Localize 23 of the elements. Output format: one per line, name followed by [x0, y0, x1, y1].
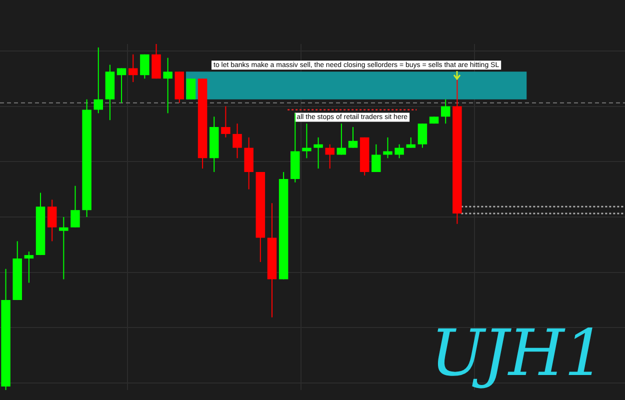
candlestick — [440, 98, 450, 124]
candlestick — [59, 216, 68, 280]
candlestick — [116, 68, 126, 104]
candlestick — [94, 46, 104, 114]
candlestick — [394, 144, 404, 159]
candlestick — [348, 126, 358, 148]
candlestick — [302, 123, 312, 159]
candlestick — [418, 123, 428, 148]
candlestick — [70, 185, 80, 228]
candlestick — [336, 123, 346, 156]
candlestick — [128, 54, 138, 83]
candlestick — [163, 57, 172, 114]
candlestick — [372, 144, 381, 173]
candlestick — [186, 78, 196, 100]
candlestick — [325, 144, 334, 170]
candlestick — [314, 136, 323, 170]
candlestick — [221, 106, 230, 138]
candlestick — [24, 251, 34, 284]
annotation: UJH1 — [430, 317, 605, 391]
candlestick — [406, 136, 416, 148]
candlestick — [47, 199, 57, 242]
candlestick — [140, 54, 150, 80]
candlestick — [232, 123, 242, 159]
